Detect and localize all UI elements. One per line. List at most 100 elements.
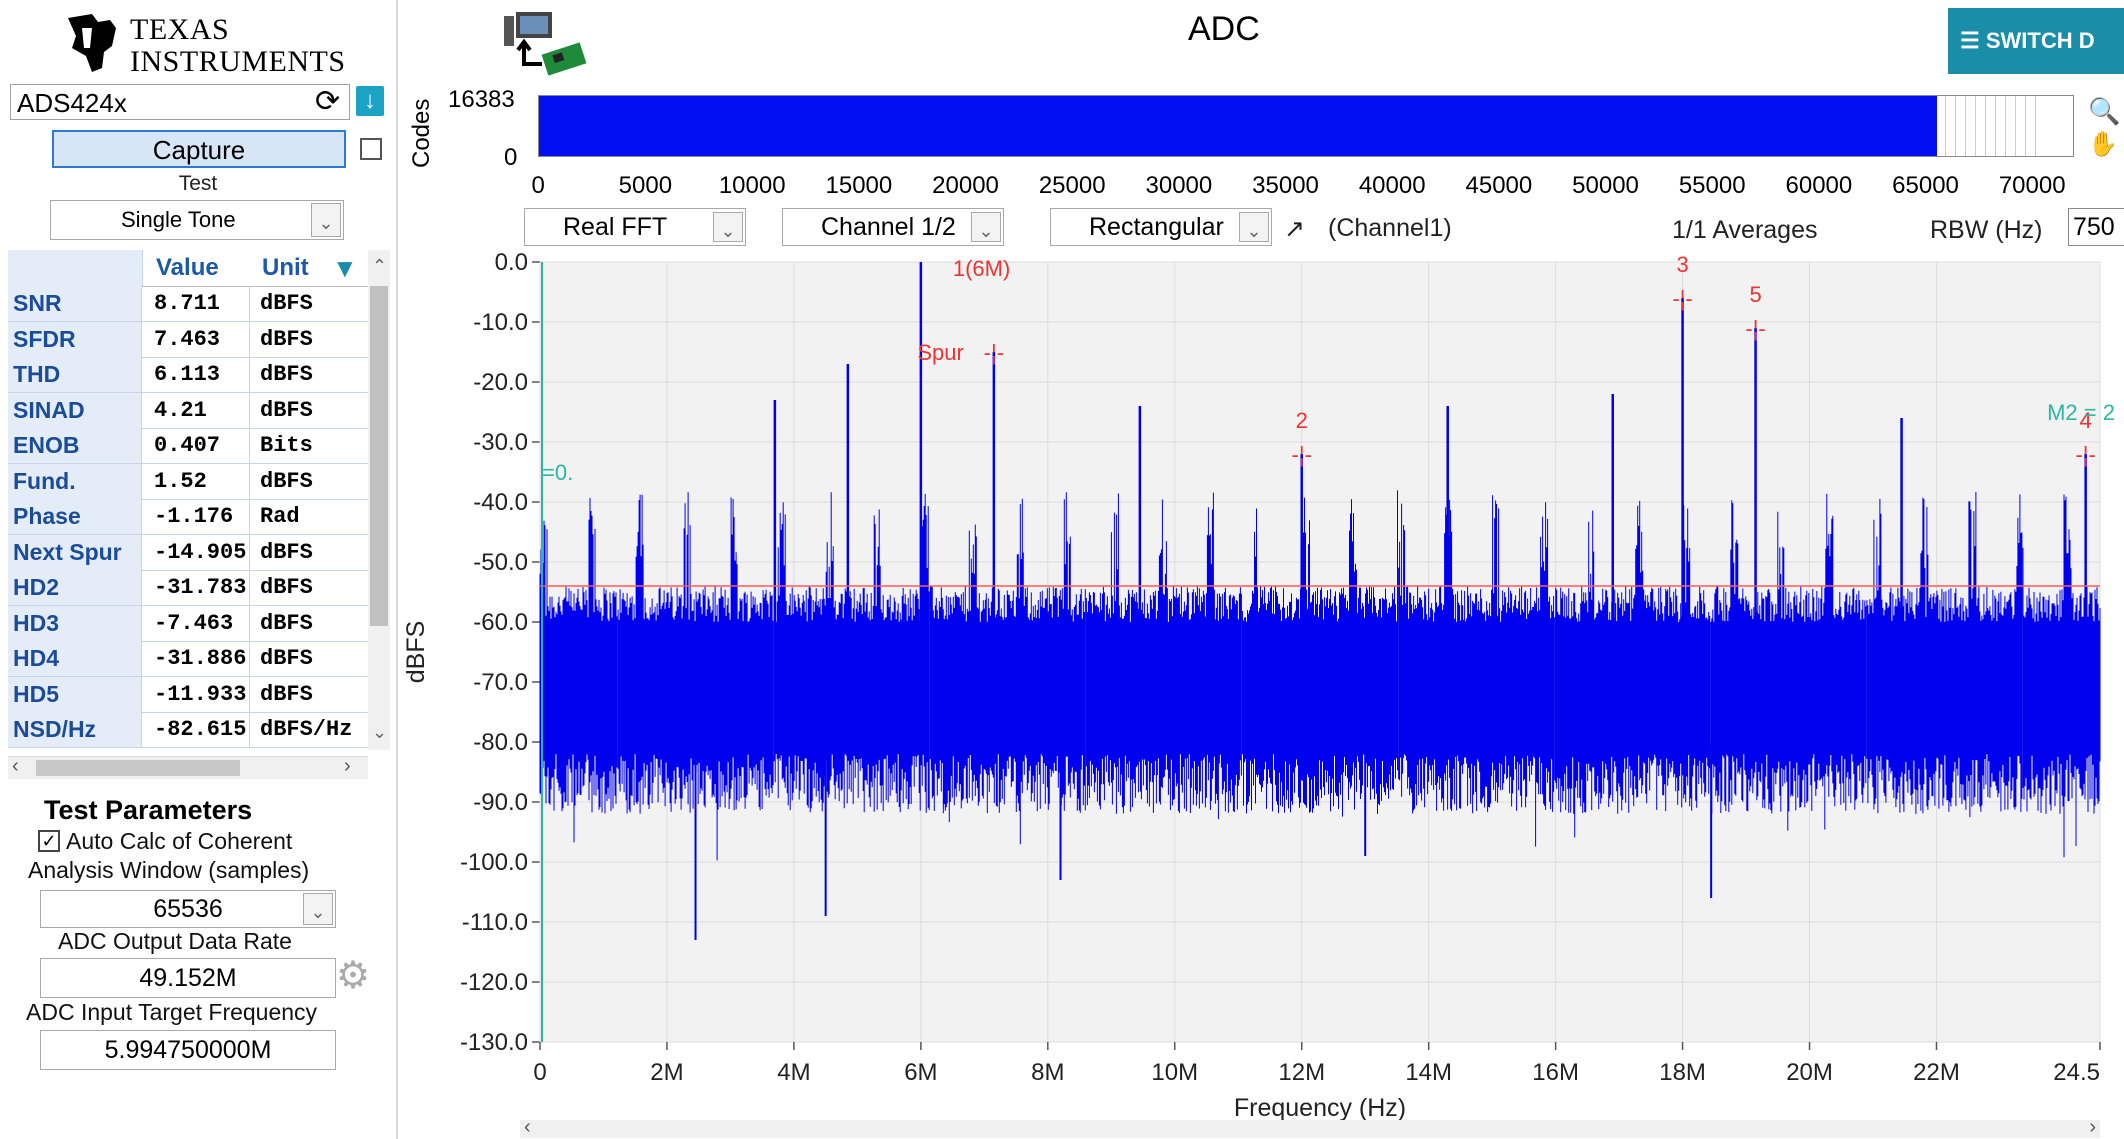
channel-select[interactable]: Channel 1/2 ⌄ <box>782 208 1004 246</box>
zoom-icon[interactable]: 🔍 <box>2088 96 2121 126</box>
y-axis-label: dBFS <box>402 621 430 684</box>
x-tick-label: 16M <box>1532 1059 1579 1086</box>
metric-row[interactable]: Fund. 1.52 dBFS <box>8 463 368 500</box>
codes-x-tick: 70000 <box>1998 172 2066 199</box>
metric-name: SNR <box>8 286 142 321</box>
fft-chart[interactable]: 0.0 -10.0 -20.0 -30.0 -40.0 -50.0 -60.0 -70.0 -8… <box>400 250 2124 1130</box>
device-select[interactable]: ADS424x <box>10 84 350 120</box>
codes-x-tick: 20000 <box>932 172 999 199</box>
logo-line2: Instruments <box>130 45 346 78</box>
window-select[interactable]: 65536 ⌄ <box>40 890 336 928</box>
rate-label: ADC Output Data Rate <box>58 928 292 954</box>
metric-row[interactable]: HD3 -7.463 dBFS <box>8 605 368 642</box>
metrics-horizontal-scrollbar[interactable]: ‹ › <box>8 755 368 779</box>
metric-name: ENOB <box>8 428 142 463</box>
metric-unit: dBFS <box>260 646 313 671</box>
switch-button[interactable]: ☰ SWITCH D <box>1948 8 2124 74</box>
metric-row[interactable]: HD2 -31.783 dBFS <box>8 570 368 606</box>
ti-logo-icon <box>68 14 116 72</box>
metric-row[interactable]: Next Spur -14.905 dBFS <box>8 534 368 571</box>
chevron-down-icon: ⌄ <box>311 203 341 237</box>
y-tick-label: -80.0 <box>473 729 528 756</box>
codes-data-fill <box>539 96 1938 156</box>
x-tick-label: 20M <box>1786 1059 1833 1086</box>
metric-value: 0.407 <box>146 428 250 463</box>
marker-cross: -¦- <box>1745 316 1765 341</box>
chart-horizontal-scrollbar[interactable]: ‹ › <box>520 1116 2100 1138</box>
metric-row[interactable]: SINAD 4.21 dBFS <box>8 392 368 429</box>
metric-name: Fund. <box>8 463 142 499</box>
metric-row[interactable]: SFDR 7.463 dBFS <box>8 321 368 358</box>
metric-unit: dBFS <box>260 291 313 316</box>
download-icon[interactable]: ↓ <box>356 86 384 116</box>
x-tick-label: 2M <box>650 1059 683 1086</box>
metric-name: Phase <box>8 499 142 534</box>
codes-grid-line <box>1995 96 1997 156</box>
target-label: ADC Input Target Frequency <box>26 999 318 1025</box>
metric-row[interactable]: ENOB 0.407 Bits <box>8 428 368 464</box>
codes-x-tick: 15000 <box>825 172 893 199</box>
metric-row[interactable]: NSD/Hz -82.615 dBFS/Hz <box>8 712 368 748</box>
scroll-right-icon[interactable]: › <box>344 755 351 777</box>
marker-label: =0. <box>542 460 573 485</box>
hscroll-thumb[interactable] <box>36 760 240 776</box>
pan-hand-icon[interactable]: ✋ <box>2088 131 2118 158</box>
scroll-left-icon[interactable]: ‹ <box>524 1116 531 1138</box>
y-tick-label: -130.0 <box>460 1029 528 1056</box>
rate-input[interactable]: 49.152M <box>40 958 336 998</box>
scroll-right-icon[interactable]: › <box>2089 1116 2096 1138</box>
y-tick-label: -100.0 <box>460 849 528 876</box>
logo-line1: Texas <box>130 13 230 46</box>
spectrum-trace <box>539 490 2101 861</box>
metric-row[interactable]: HD4 -31.886 dBFS <box>8 641 368 677</box>
metric-name: Next Spur <box>8 534 142 570</box>
metric-row[interactable]: SNR 8.711 dBFS <box>8 286 368 322</box>
test-select[interactable]: Single Tone ⌄ <box>50 200 344 240</box>
test-label: Test <box>178 172 218 195</box>
scroll-down-icon[interactable]: ⌄ <box>372 722 388 742</box>
metric-row[interactable]: THD 6.113 dBFS <box>8 357 368 393</box>
metric-name: HD3 <box>8 605 142 641</box>
capture-button[interactable]: Capture <box>52 130 346 168</box>
computer-board-icon <box>504 12 587 76</box>
metric-row[interactable]: HD5 -11.933 dBFS <box>8 676 368 713</box>
codes-ytick-bottom: 0 <box>504 144 518 171</box>
gear-icon[interactable]: ⚙ <box>336 955 371 997</box>
metrics-vertical-scrollbar[interactable]: ⌃ ⌄ <box>368 250 390 750</box>
metric-value: 8.711 <box>146 286 250 321</box>
refresh-icon[interactable]: ⟳ <box>315 85 341 118</box>
channel-link-text: (Channel1) <box>1328 214 1452 242</box>
marker-cross: -¦- <box>984 340 1004 365</box>
codes-plot[interactable] <box>538 95 2074 157</box>
x-tick-label: 22M <box>1913 1059 1960 1086</box>
codes-ytick-top: 16383 <box>448 86 515 113</box>
list-icon: ☰ <box>1960 28 1986 53</box>
x-tick-label: 12M <box>1278 1059 1325 1086</box>
codes-grid-line <box>2025 96 2027 156</box>
metrics-table: Value Unit ▼ SNR 8.711 dBFS SFDR 7.463 dBFS TH… <box>8 250 368 750</box>
window-type-value: Rectangular <box>1089 213 1224 241</box>
scroll-left-icon[interactable]: ‹ <box>12 755 19 777</box>
capture-continuous-checkbox[interactable] <box>360 138 382 160</box>
target-input[interactable]: 5.994750000M <box>40 1030 336 1070</box>
metrics-header: Value Unit ▼ <box>8 250 368 287</box>
page-title: ADC <box>1188 10 1260 48</box>
metric-row[interactable]: Phase -1.176 Rad <box>8 499 368 535</box>
metric-name: SFDR <box>8 321 142 357</box>
fft-mode-select[interactable]: Real FFT ⌄ <box>524 208 746 246</box>
marker-cross: -¦- <box>1672 286 1692 311</box>
marker-label: 1(6M) <box>953 256 1010 281</box>
metric-value: -31.783 <box>146 570 250 605</box>
window-select-value: 65536 <box>153 895 223 923</box>
marker-label: M2 = 2 <box>2047 400 2115 425</box>
metric-value: -14.905 <box>146 534 250 570</box>
scroll-thumb[interactable] <box>370 286 388 626</box>
external-link-icon[interactable]: ↗ <box>1284 215 1305 243</box>
auto-calc-checkbox[interactable]: ✓ <box>38 830 60 852</box>
marker-cross: -¦- <box>2075 442 2095 467</box>
sort-triangle-icon[interactable]: ▼ <box>332 253 358 283</box>
x-tick-label: 4M <box>777 1059 810 1086</box>
test-parameters-title: Test Parameters <box>44 795 253 825</box>
window-type-select[interactable]: Rectangular ⌄ <box>1050 208 1272 246</box>
scroll-up-icon[interactable]: ⌃ <box>372 256 388 276</box>
